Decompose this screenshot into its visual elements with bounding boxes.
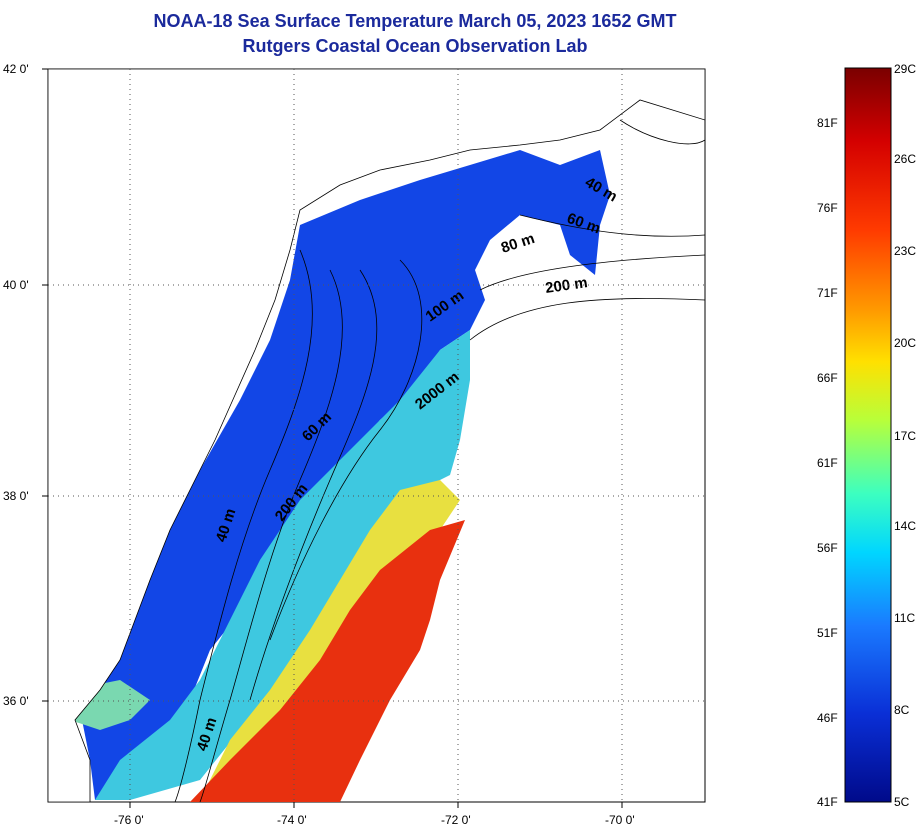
graticule <box>48 69 705 802</box>
bathymetry-contours <box>174 119 705 802</box>
map-subtitle: Rutgers Coastal Ocean Observation Lab <box>242 36 588 56</box>
lat-label: 42 0' <box>3 62 29 76</box>
lon-label: -74 0' <box>277 813 307 827</box>
colorbar-f-label: 81F <box>817 116 838 130</box>
lat-label: 38 0' <box>3 489 29 503</box>
contour-label: 200 m <box>544 274 588 297</box>
sst-swath-cold <box>80 150 610 800</box>
colorbar-c-label: 8C <box>894 703 910 717</box>
colorbar-f-label: 46F <box>817 711 838 725</box>
lon-label: -72 0' <box>441 813 471 827</box>
colorbar-f-label: 51F <box>817 626 838 640</box>
colorbar-c-ticks: 29C 26C 23C 20C 17C 14C 11C 8C 5C <box>894 62 916 809</box>
lon-label: -70 0' <box>605 813 635 827</box>
sst-swath-mid <box>95 330 470 800</box>
map-title: NOAA-18 Sea Surface Temperature March 05… <box>153 11 677 31</box>
lat-label: 40 0' <box>3 278 29 292</box>
colorbar-c-label: 20C <box>894 336 916 350</box>
colorbar-c-label: 26C <box>894 152 916 166</box>
colorbar-c-label: 23C <box>894 244 916 258</box>
colorbar-c-label: 11C <box>894 611 915 625</box>
colorbar-c-label: 14C <box>894 519 916 533</box>
axis-ticks <box>42 68 623 808</box>
sst-swath-hot <box>190 520 465 802</box>
colorbar-f-ticks: 81F 76F 71F 66F 61F 56F 51F 46F 41F <box>817 116 838 809</box>
lat-label: 36 0' <box>3 694 29 708</box>
colorbar-f-label: 76F <box>817 201 838 215</box>
colorbar <box>844 67 892 803</box>
colorbar-f-label: 41F <box>817 795 838 809</box>
colorbar-c-label: 29C <box>894 62 916 76</box>
colorbar-f-label: 61F <box>817 456 838 470</box>
colorbar-c-label: 17C <box>894 429 916 443</box>
colorbar-f-label: 56F <box>817 541 838 555</box>
colorbar-f-label: 71F <box>817 286 838 300</box>
colorbar-f-label: 66F <box>817 371 838 385</box>
colorbar-c-label: 5C <box>894 795 910 809</box>
land-mass <box>48 69 705 802</box>
lon-label: -76 0' <box>114 813 144 827</box>
